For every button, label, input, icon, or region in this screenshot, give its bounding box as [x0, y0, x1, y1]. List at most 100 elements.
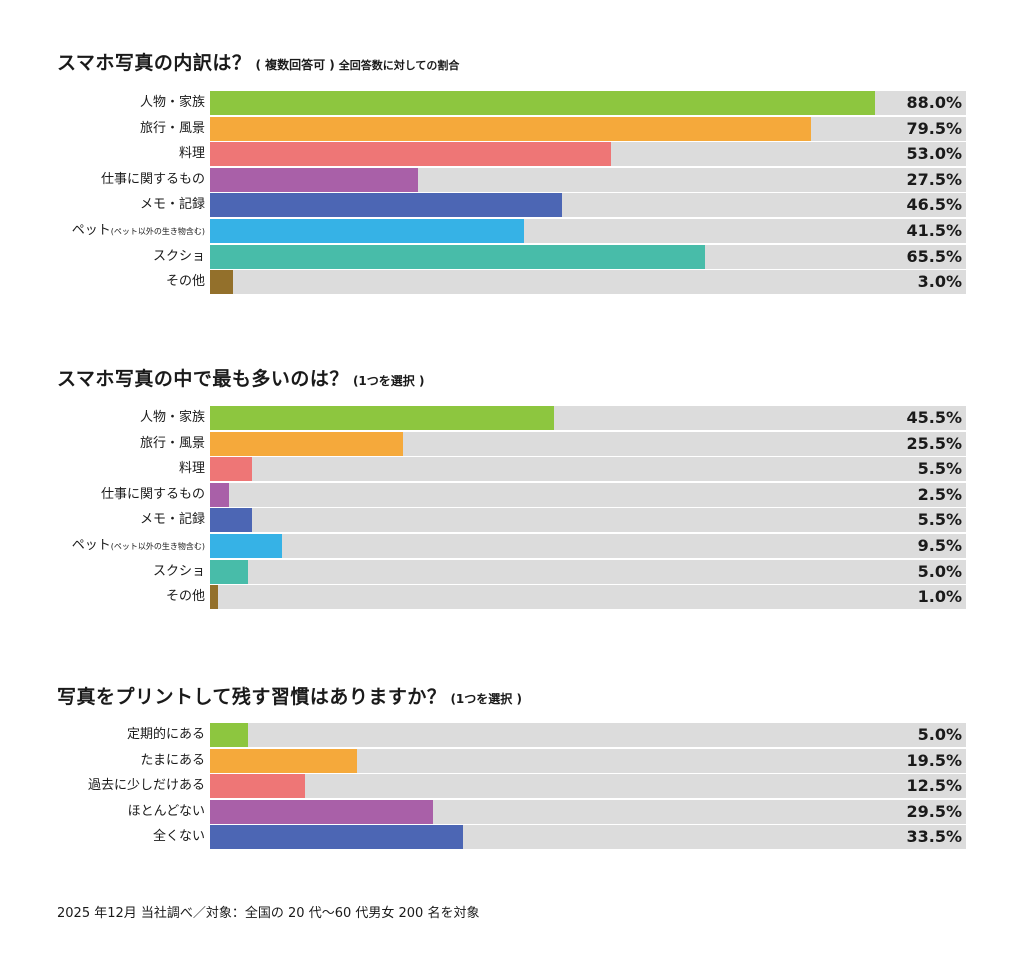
bar-row: その他 3.0%: [0, 270, 1024, 295]
bar: [210, 244, 706, 269]
category-label-text: その他: [165, 274, 205, 290]
value-label: 65.5%: [906, 246, 962, 266]
bar-track: [210, 748, 966, 773]
bar: [210, 748, 358, 773]
value-label: 19.5%: [906, 750, 962, 770]
category-label-text: 人物・家族: [139, 410, 205, 425]
value-label: 41.5%: [906, 221, 962, 240]
bar-track: [210, 825, 966, 850]
bar-track: [210, 457, 966, 482]
category-label: 人物・家族: [140, 406, 205, 430]
bar: [210, 219, 524, 243]
bar-row: ほとんどない 29.5%: [0, 799, 1024, 824]
value-label: 5.5%: [917, 459, 962, 479]
category-label-note: (ペット以外の生き物含む): [110, 227, 205, 236]
value-label: 5.5%: [917, 510, 962, 530]
bar-row: ペット(ペット以外の生き物含む) 41.5%: [0, 219, 1024, 243]
bar-track: [210, 534, 966, 558]
category-label-text: スクショ: [152, 563, 205, 579]
category-label-text: 全くない: [152, 829, 205, 845]
value-label: 46.5%: [906, 195, 962, 215]
bar: [210, 723, 248, 747]
category-label: メモ・記録: [140, 508, 205, 532]
bar-track: [210, 91, 966, 115]
category-label-note: (ペット以外の生き物含む): [110, 542, 205, 551]
value-label: 79.5%: [906, 118, 962, 138]
bar-row: スクショ 65.5%: [0, 244, 1024, 269]
bar: [210, 142, 611, 167]
value-label: 27.5%: [906, 169, 962, 189]
bar: [210, 91, 876, 115]
chart-title: スマホ写真の中で最も多いのは？: [57, 368, 349, 390]
bar-track: [210, 193, 966, 218]
bar-track: [210, 270, 966, 295]
bar-row: 料理 53.0%: [0, 142, 1024, 167]
bar-track: [210, 559, 966, 584]
category-label: その他: [166, 270, 205, 294]
bar-track: [210, 799, 966, 824]
chart-subtitle: ( 複数回答可 ): [255, 58, 335, 72]
bar-row: 旅行・風景 79.5%: [0, 116, 1024, 141]
chart-subtitle: (1つを選択 ): [450, 692, 522, 706]
bar-track: [210, 116, 966, 141]
value-label: 33.5%: [906, 827, 962, 847]
category-label: 旅行・風景: [140, 432, 205, 456]
category-label: 定期的にある: [127, 723, 205, 747]
bar-row: 仕事に関するもの 27.5%: [0, 167, 1024, 192]
category-label-text: 料理: [178, 146, 205, 162]
chart-subtitle: (1つを選択 ): [352, 374, 425, 388]
bar: [210, 457, 252, 482]
category-label-text: その他: [165, 589, 205, 605]
bar-row: 全くない 33.5%: [0, 825, 1024, 850]
category-label: 過去に少しだけある: [88, 774, 205, 798]
bar-row: メモ・記録 5.5%: [0, 508, 1024, 533]
bar: [210, 508, 252, 533]
bar-row: 旅行・風景 25.5%: [0, 431, 1024, 456]
bar-row: ペット(ペット以外の生き物含む) 9.5%: [0, 534, 1024, 558]
value-label: 1.0%: [917, 587, 962, 607]
bar: [210, 431, 403, 456]
value-label: 53.0%: [906, 144, 962, 164]
bar: [210, 406, 554, 430]
bar: [210, 482, 229, 507]
value-label: 3.0%: [917, 272, 962, 292]
bar-track: [210, 406, 966, 430]
bar-row: 人物・家族 45.5%: [0, 406, 1024, 430]
bar-row: 定期的にある 5.0%: [0, 723, 1024, 747]
category-label-text: メモ・記録: [139, 197, 205, 213]
bar: [210, 534, 282, 558]
value-label: 5.0%: [917, 561, 962, 581]
category-label: ほとんどない: [128, 800, 205, 824]
category-label: その他: [166, 585, 205, 609]
bar-track: [210, 723, 966, 747]
bar: [210, 774, 305, 799]
category-label-text: 仕事に関するもの: [100, 171, 205, 187]
bar-row: 料理 5.5%: [0, 457, 1024, 482]
bar: [210, 167, 418, 192]
bar: [210, 270, 233, 295]
bar-row: 仕事に関するもの 2.5%: [0, 482, 1024, 507]
category-label: たまにある: [140, 749, 205, 773]
bar-track: [210, 167, 966, 192]
category-label: 人物・家族: [140, 91, 205, 115]
bar-track: [210, 431, 966, 456]
chart-title: スマホ写真の内訳は？: [57, 52, 252, 74]
value-label: 5.0%: [917, 725, 962, 744]
chart-print-habit-title-row: 写真をプリントして残す習慣はありますか？ (1つを選択 ): [57, 682, 522, 709]
value-label: 2.5%: [917, 484, 962, 504]
category-label-text: 過去に少しだけある: [87, 778, 205, 794]
bar: [210, 193, 562, 218]
bar-row: 人物・家族 88.0%: [0, 91, 1024, 115]
category-label-text: メモ・記録: [139, 512, 205, 528]
value-label: 88.0%: [906, 93, 962, 112]
bar: [210, 116, 812, 141]
category-label-text: ほとんどない: [127, 803, 205, 819]
value-label: 29.5%: [906, 801, 962, 821]
category-label: スクショ: [153, 560, 205, 584]
bar-row: 過去に少しだけある 12.5%: [0, 774, 1024, 799]
bar-track: [210, 219, 966, 243]
category-label: 仕事に関するもの: [101, 168, 205, 192]
chart-composition-title-row: スマホ写真の内訳は？( 複数回答可 ) 全回答数に対しての割合: [57, 48, 459, 75]
category-label: 料理: [179, 142, 205, 166]
category-label-text: スクショ: [152, 248, 205, 264]
